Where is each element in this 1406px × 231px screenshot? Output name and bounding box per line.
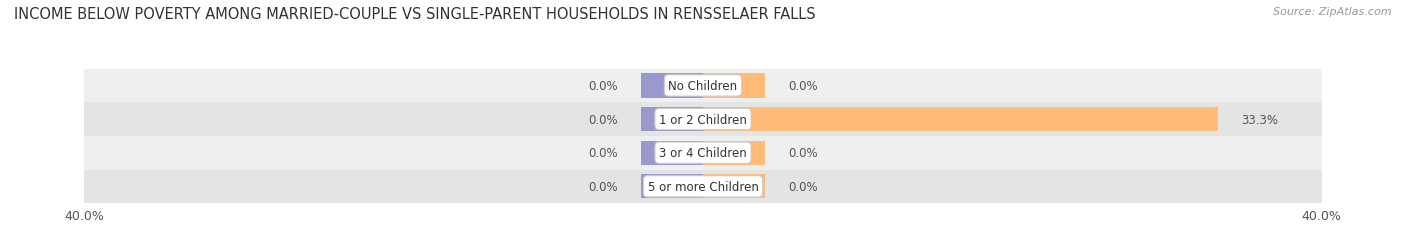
Text: 0.0%: 0.0% bbox=[588, 113, 619, 126]
Bar bbox=[641, 174, 703, 199]
Bar bbox=[703, 141, 765, 165]
Bar bbox=[641, 107, 703, 132]
Text: 3 or 4 Children: 3 or 4 Children bbox=[659, 146, 747, 160]
Text: No Children: No Children bbox=[668, 79, 738, 93]
Bar bbox=[641, 74, 703, 98]
Bar bbox=[641, 141, 703, 165]
Bar bbox=[84, 136, 1322, 170]
Text: 0.0%: 0.0% bbox=[787, 180, 818, 193]
Bar bbox=[703, 174, 765, 199]
Text: 0.0%: 0.0% bbox=[588, 79, 619, 93]
Bar bbox=[84, 170, 1322, 203]
Bar bbox=[703, 74, 765, 98]
Text: 0.0%: 0.0% bbox=[588, 180, 619, 193]
Text: INCOME BELOW POVERTY AMONG MARRIED-COUPLE VS SINGLE-PARENT HOUSEHOLDS IN RENSSEL: INCOME BELOW POVERTY AMONG MARRIED-COUPL… bbox=[14, 7, 815, 22]
Text: 0.0%: 0.0% bbox=[787, 146, 818, 160]
Bar bbox=[703, 107, 1218, 132]
Bar bbox=[84, 103, 1322, 136]
Text: 5 or more Children: 5 or more Children bbox=[648, 180, 758, 193]
Text: 33.3%: 33.3% bbox=[1241, 113, 1278, 126]
Text: 1 or 2 Children: 1 or 2 Children bbox=[659, 113, 747, 126]
Bar bbox=[84, 69, 1322, 103]
Text: Source: ZipAtlas.com: Source: ZipAtlas.com bbox=[1274, 7, 1392, 17]
Text: 0.0%: 0.0% bbox=[787, 79, 818, 93]
Text: 0.0%: 0.0% bbox=[588, 146, 619, 160]
